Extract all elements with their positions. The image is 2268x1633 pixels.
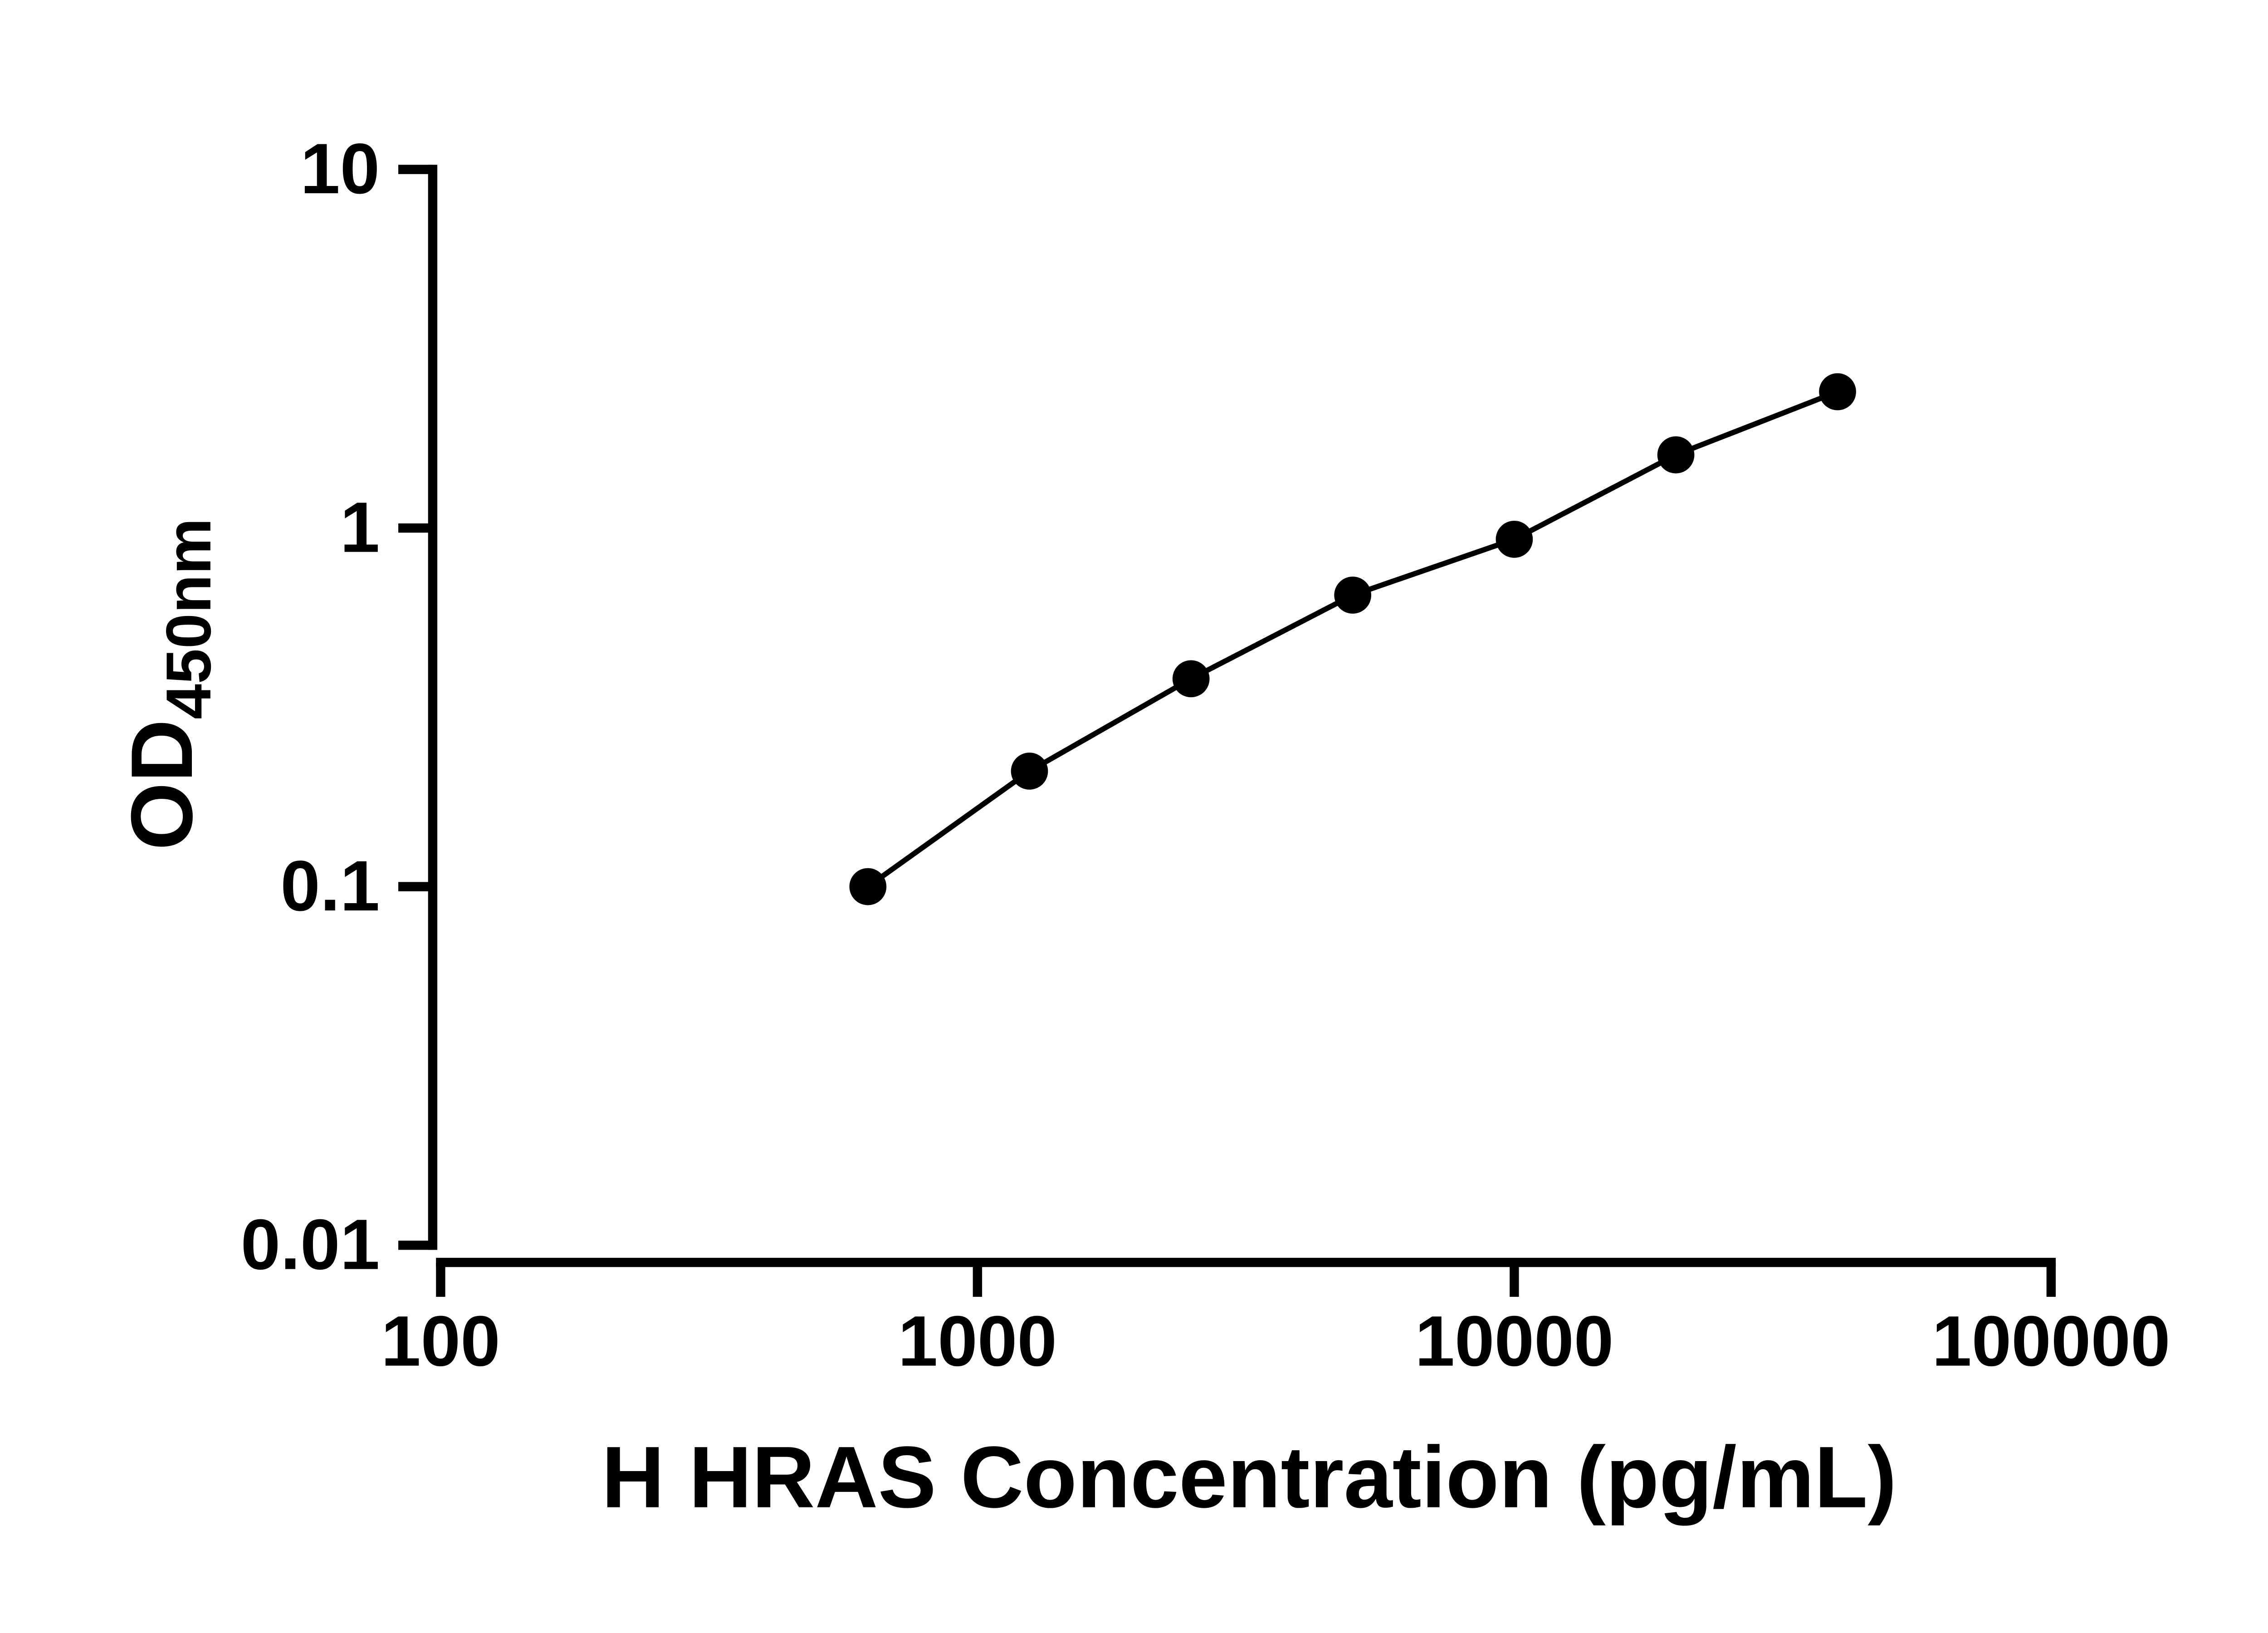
x-tick-label: 100000 <box>1932 1301 2170 1381</box>
x-tick-label: 10000 <box>1415 1301 1613 1381</box>
y-axis-title: OD450nm <box>113 518 224 850</box>
y-tick-label: 0.1 <box>280 846 380 926</box>
y-tick-label: 1 <box>340 488 380 567</box>
data-point <box>1657 436 1695 474</box>
y-tick-label: 0.01 <box>241 1205 380 1285</box>
data-point <box>1496 521 1533 558</box>
data-point <box>1819 373 1856 411</box>
trend-line <box>866 389 1839 889</box>
x-tick-label: 1000 <box>898 1301 1057 1381</box>
data-point <box>849 868 887 905</box>
data-point <box>1334 577 1372 614</box>
data-series <box>849 373 1856 905</box>
x-tick-label: 100 <box>381 1301 500 1381</box>
y-axis-title-main: OD <box>113 719 210 851</box>
y-axis-title-subscript: 450nm <box>153 518 224 719</box>
data-point <box>1011 753 1048 790</box>
axes: 100 1000 10000 100000 0.01 0.1 1 10 <box>241 129 2170 1381</box>
y-tick-label: 10 <box>300 129 380 209</box>
x-axis-title: H HRAS Concentration (pg/mL) <box>601 1428 1897 1526</box>
data-point <box>1172 660 1210 698</box>
